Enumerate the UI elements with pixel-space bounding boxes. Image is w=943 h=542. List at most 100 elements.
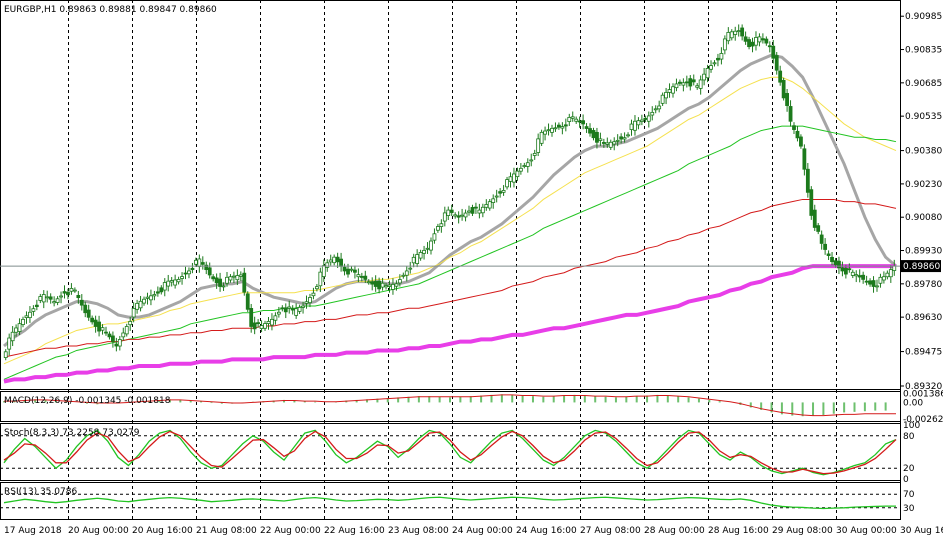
candle-body xyxy=(691,79,696,83)
candle-body xyxy=(41,294,46,303)
candle-body xyxy=(339,258,343,267)
candle-body xyxy=(439,223,444,227)
candle-body xyxy=(297,306,302,312)
candle-body xyxy=(349,268,354,271)
candle-body xyxy=(453,214,458,217)
candle-body xyxy=(7,337,12,350)
moving-average-line xyxy=(3,76,897,365)
candle-body xyxy=(449,209,454,213)
candle-body xyxy=(875,285,879,288)
price-tick-label: 0.90535 xyxy=(905,112,942,122)
candle-body xyxy=(667,89,672,93)
candle-body xyxy=(826,253,831,256)
candle-body xyxy=(221,285,226,288)
candle-body xyxy=(359,276,364,278)
candle-body xyxy=(401,274,406,277)
candle-body xyxy=(408,267,413,270)
candle-body xyxy=(546,129,551,132)
candles xyxy=(3,24,897,361)
candle-body xyxy=(79,299,84,306)
candle-body xyxy=(429,240,433,251)
time-tick-label: 28 Aug 16:00 xyxy=(708,526,769,536)
candle-body xyxy=(152,294,157,297)
candle-body xyxy=(463,212,468,218)
candle-body xyxy=(861,274,866,280)
candle-body xyxy=(480,206,485,214)
candle-body xyxy=(760,38,765,41)
candle-body xyxy=(370,281,375,285)
price-tick-label: 0.89780 xyxy=(905,280,942,290)
candle-body xyxy=(636,120,641,126)
candle-body xyxy=(270,318,274,326)
candle-body xyxy=(881,276,886,281)
candle-body xyxy=(17,323,22,332)
candle-body xyxy=(633,120,637,131)
candle-body xyxy=(332,256,337,264)
candle-body xyxy=(166,280,171,287)
candle-body xyxy=(868,280,872,285)
candle-body xyxy=(48,296,53,300)
candle-body xyxy=(259,325,264,329)
candle-body xyxy=(256,322,261,325)
candle-body xyxy=(308,297,312,304)
candle-body xyxy=(422,249,426,254)
candle-body xyxy=(778,70,783,83)
price-tick-label: 0.89320 xyxy=(905,382,942,392)
price-tick-label: 0.90985 xyxy=(905,12,942,22)
candle-body xyxy=(767,45,772,48)
candle-body xyxy=(615,139,620,142)
candle-body xyxy=(200,262,205,265)
candle-body xyxy=(508,176,513,182)
candle-body xyxy=(474,206,478,209)
candle-body xyxy=(280,307,285,310)
candle-body xyxy=(792,125,796,130)
candle-body xyxy=(833,260,838,266)
candle-body xyxy=(854,274,859,277)
candle-body xyxy=(864,280,869,283)
time-tick-label: 22 Aug 00:00 xyxy=(260,526,321,536)
candle-body xyxy=(660,94,665,104)
candle-body xyxy=(754,37,758,46)
candle-body xyxy=(93,319,98,327)
candle-body xyxy=(498,191,503,194)
candle-body xyxy=(757,36,762,43)
candle-body xyxy=(204,264,209,271)
candle-body xyxy=(404,270,409,276)
price-tick-label: 0.90080 xyxy=(905,213,942,223)
candle-body xyxy=(494,195,499,198)
candle-body xyxy=(176,278,181,283)
candle-body xyxy=(391,284,395,290)
candle-body xyxy=(657,105,662,110)
candle-body xyxy=(304,301,309,304)
candle-body xyxy=(159,287,164,293)
candle-body xyxy=(394,283,399,287)
macd-signal-line xyxy=(4,394,896,417)
candle-body xyxy=(342,266,347,272)
candle-body xyxy=(702,73,707,81)
candle-body xyxy=(283,307,288,313)
candle-body xyxy=(62,291,67,294)
candle-body xyxy=(484,204,489,208)
candle-body xyxy=(14,327,19,333)
candle-body xyxy=(674,83,679,89)
candle-body xyxy=(415,254,420,264)
candle-body xyxy=(678,81,682,84)
candle-body xyxy=(878,276,883,284)
candle-body xyxy=(52,301,57,304)
price-tick-label: 0.89630 xyxy=(905,313,942,323)
rsi-line xyxy=(3,496,896,510)
candle-body xyxy=(435,226,440,231)
macd-tick-label: 0.00 xyxy=(903,398,923,408)
candle-body xyxy=(55,298,60,303)
candle-body xyxy=(491,198,496,203)
candle-body xyxy=(252,322,257,330)
rsi-tick-label: 70 xyxy=(903,490,915,500)
rsi-header: RSI(13) 35.0786 xyxy=(4,487,77,497)
macd-header: MACD(12,26,9) -0.001345 -0.001818 xyxy=(4,396,171,406)
candle-body xyxy=(97,321,101,332)
candle-body xyxy=(249,308,254,327)
candle-body xyxy=(142,298,146,304)
